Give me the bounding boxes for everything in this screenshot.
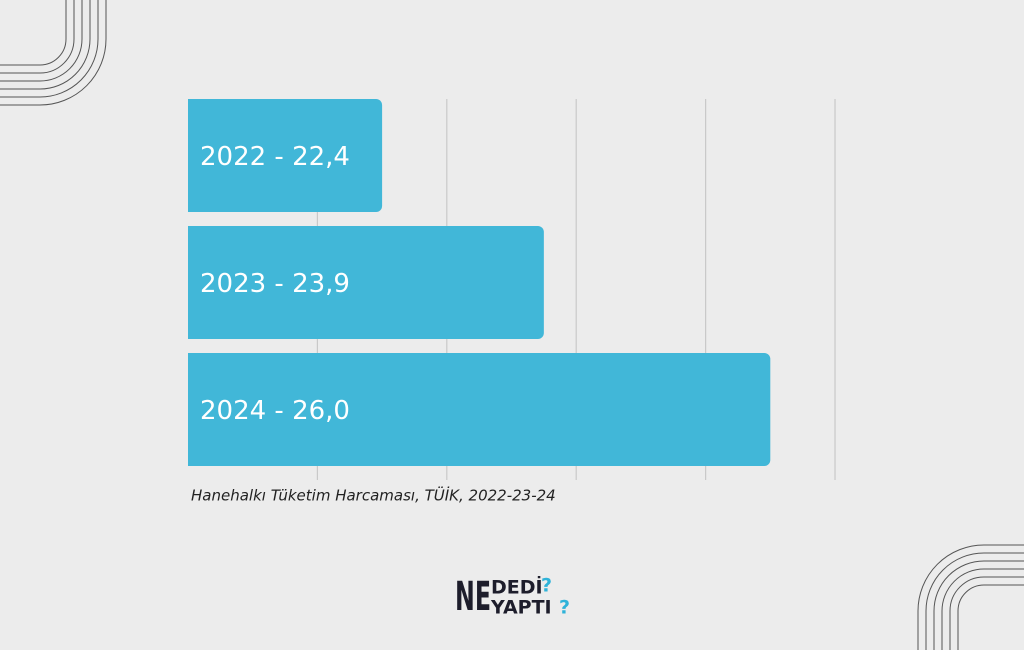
corner-decoration (917, 544, 1024, 650)
logo-text: YAPTI (490, 597, 552, 619)
logo-text: DEDİ (491, 575, 543, 599)
bar-label: 2022 - 22,4 (200, 142, 350, 172)
corner-decoration (0, 0, 107, 106)
bar (188, 353, 771, 467)
bar (188, 99, 383, 213)
bar (188, 226, 544, 340)
logo-text: NE (455, 574, 491, 620)
logo: NE DEDİ ? YAPTI ? (455, 574, 570, 620)
source: Hanehalkı Tüketim Harcaması, TÜİK, 2022-… (191, 486, 556, 505)
logo-mark: ? (541, 575, 552, 597)
bar-label: 2024 - 26,0 (200, 396, 350, 426)
bars: 2022 - 22,4 2023 - 23,9 2024 - 26,0 (188, 99, 771, 467)
bar-label: 2023 - 23,9 (200, 269, 350, 299)
logo-mark: ? (559, 597, 570, 619)
